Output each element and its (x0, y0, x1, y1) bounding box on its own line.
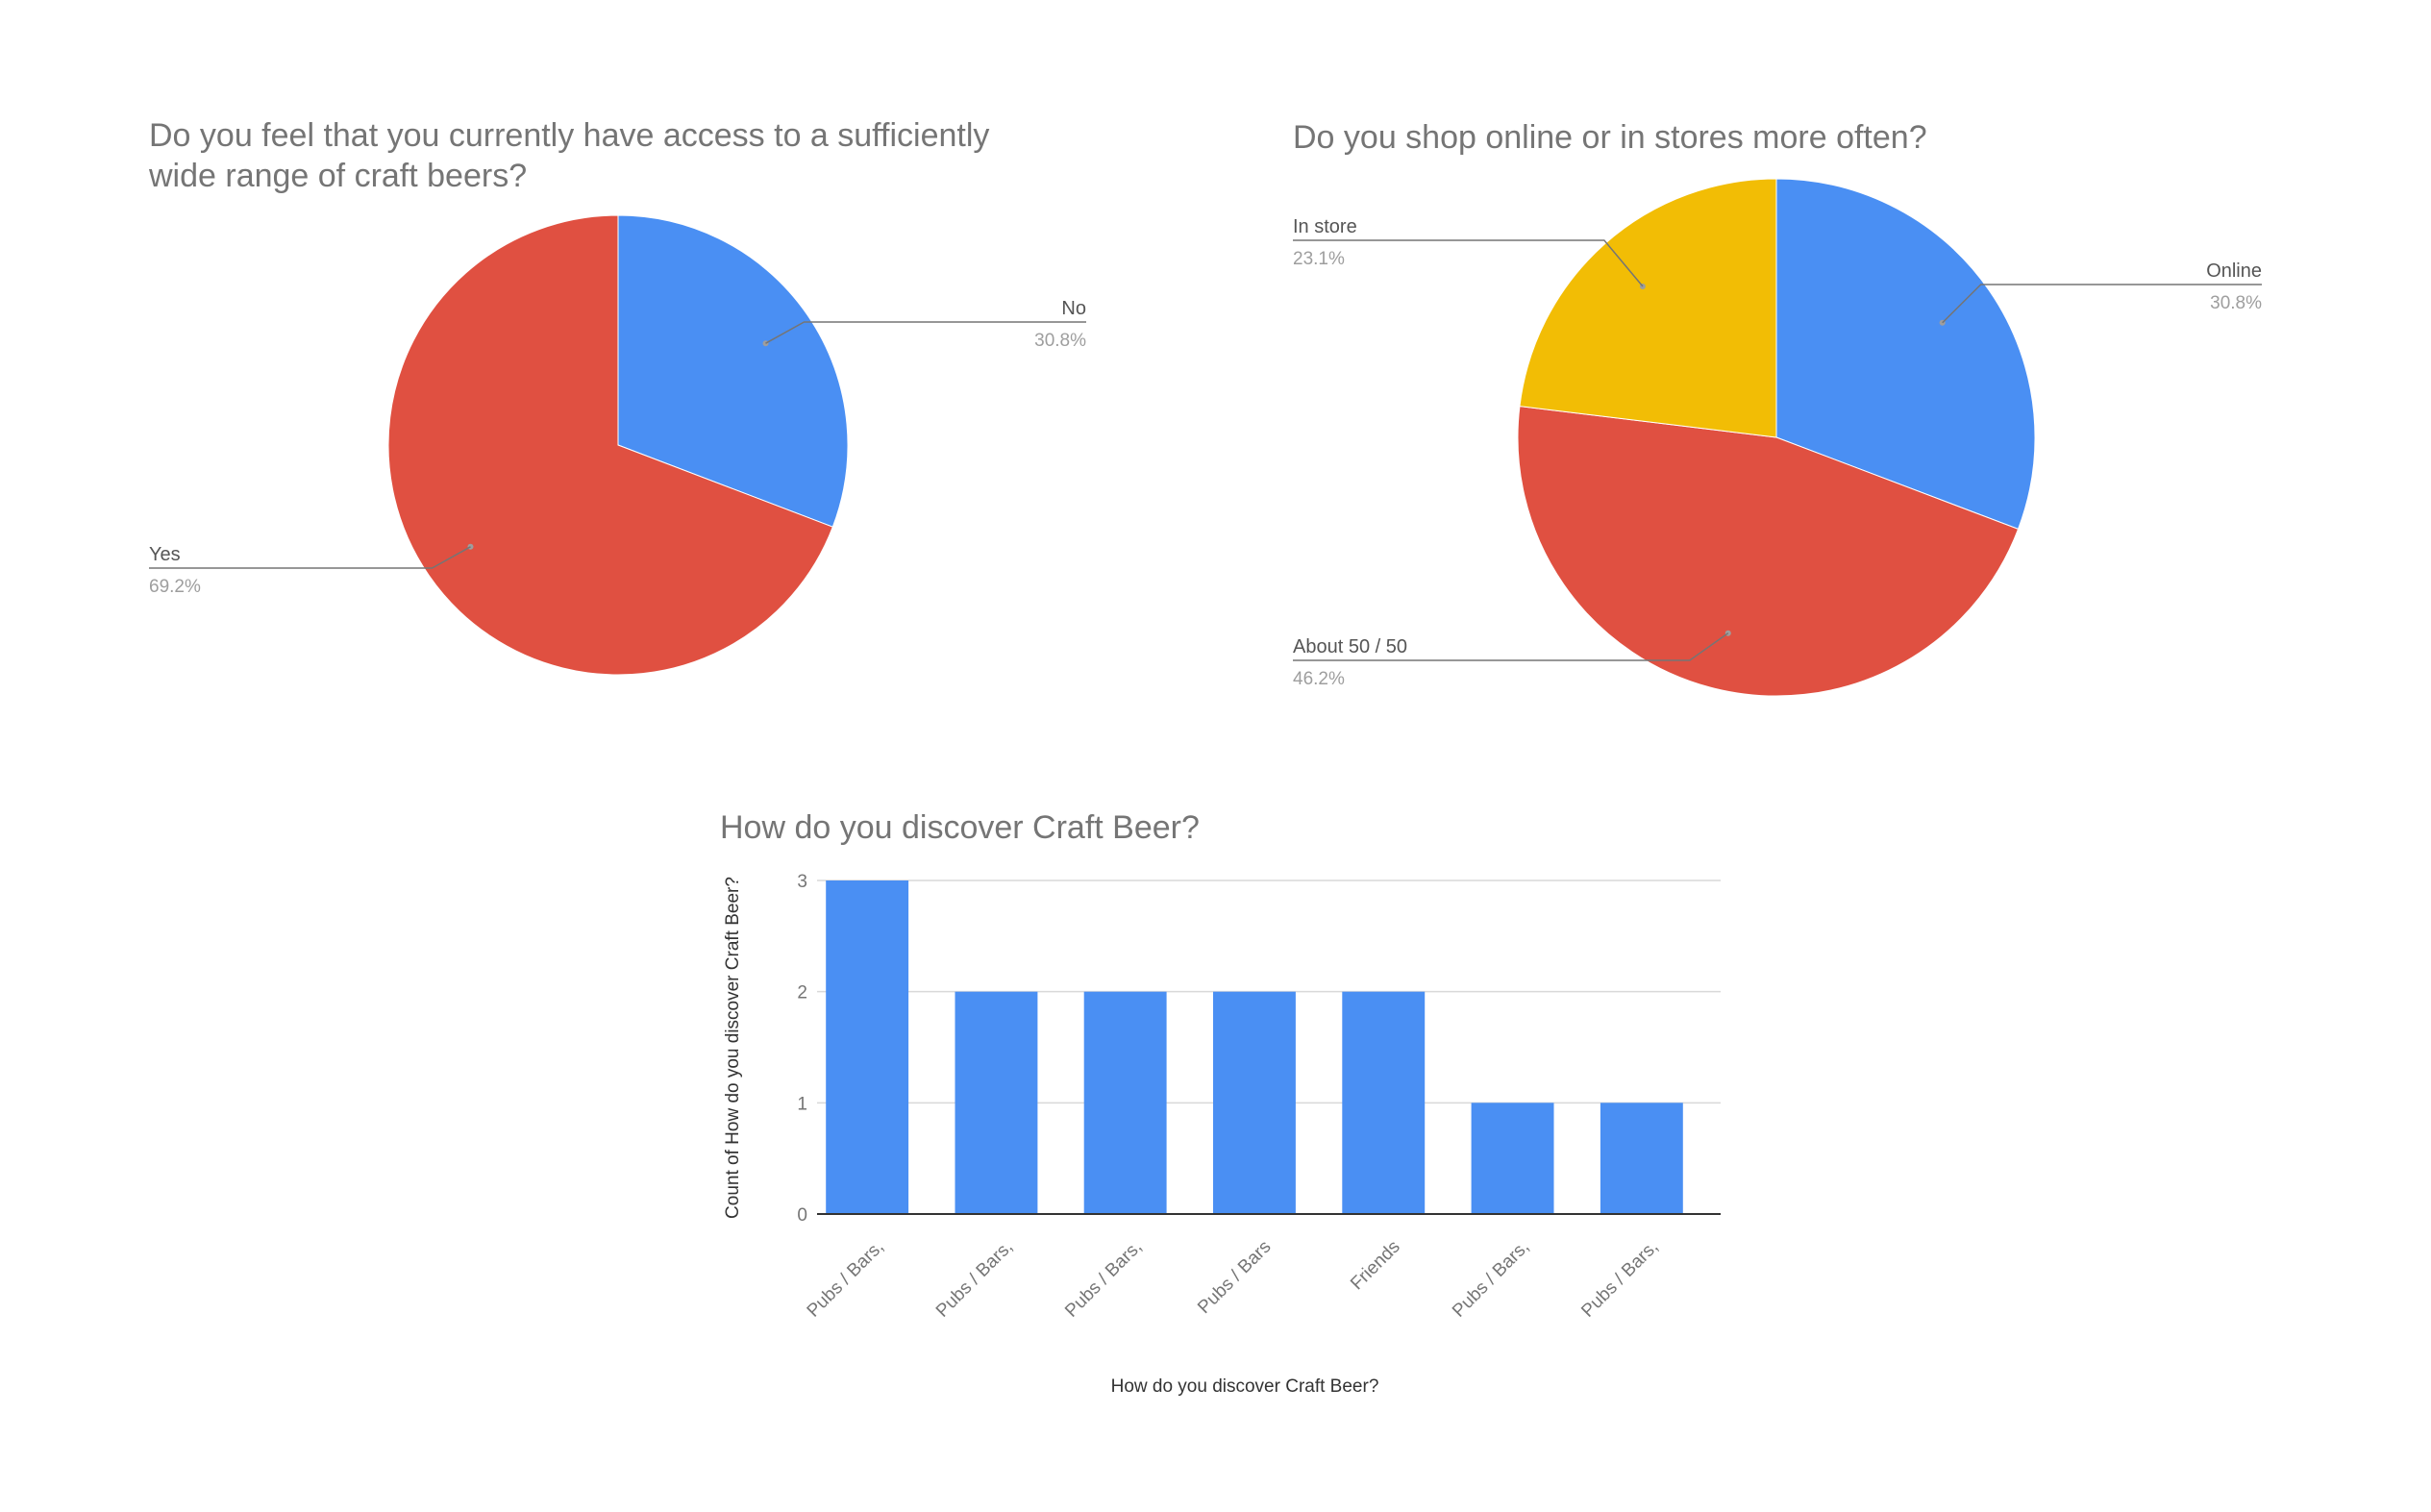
pie1-percent: 30.8% (1034, 331, 1086, 351)
pie1-leader-line (765, 321, 1086, 344)
x-tick-label: Pubs / Bars, (932, 1237, 1017, 1322)
bar (1213, 991, 1296, 1214)
y-tick-label: 1 (797, 1094, 807, 1114)
pie2-slice-about-50-50 (1517, 406, 2020, 697)
x-tick-label: Friends (1347, 1237, 1404, 1295)
pie2-label: About 50 / 50 (1293, 636, 1407, 657)
x-tick-label: Pubs / Bars, (804, 1237, 888, 1322)
pie2-leader-line (1942, 284, 2262, 324)
x-tick-label: Pubs / Bars, (1061, 1237, 1146, 1322)
y-tick-label: 3 (797, 872, 807, 892)
bar (826, 880, 909, 1214)
pie1-label: No (1061, 298, 1086, 319)
bar (1471, 1103, 1554, 1214)
pie2-label: In store (1293, 216, 1357, 237)
pie2-label: Online (2206, 260, 2262, 282)
pie2-percent: 46.2% (1293, 669, 1345, 689)
x-tick-label: Pubs / Bars (1194, 1237, 1275, 1318)
pie1-leader-line (149, 546, 471, 569)
y-axis-title: Count of How do you discover Craft Beer? (723, 877, 743, 1219)
pie1-label: Yes (149, 544, 181, 565)
bar-chart-title: How do you discover Craft Beer? (720, 809, 1200, 846)
pie-chart-1-title: Do you feel that you currently have acce… (149, 117, 990, 194)
pie1-leader-dot (467, 543, 474, 550)
pie2-percent: 23.1% (1293, 249, 1345, 269)
pie2-slice-in-store (1519, 178, 1777, 438)
pie2-leader-line (1293, 239, 1644, 287)
pie-chart-2-title: Do you shop online or in stores more oft… (1293, 119, 1927, 156)
x-axis-title: How do you discover Craft Beer? (1111, 1376, 1379, 1397)
pie2-slice-online (1775, 178, 2036, 531)
y-tick-label: 2 (797, 983, 807, 1004)
x-tick-label: Pubs / Bars, (1449, 1237, 1533, 1322)
pie1-slice-yes (387, 214, 833, 676)
bar (1083, 991, 1167, 1214)
x-tick-label: Pubs / Bars, (1577, 1237, 1662, 1322)
pie2-leader-line (1293, 632, 1729, 661)
bar (1600, 1103, 1683, 1214)
pie1-leader-dot (762, 340, 769, 347)
bar (955, 991, 1038, 1214)
y-tick-label: 0 (797, 1205, 807, 1226)
bar (1342, 991, 1426, 1214)
pie1-slice-no (617, 214, 849, 528)
pie2-percent: 30.8% (2210, 293, 2262, 313)
pie1-percent: 69.2% (149, 577, 201, 597)
